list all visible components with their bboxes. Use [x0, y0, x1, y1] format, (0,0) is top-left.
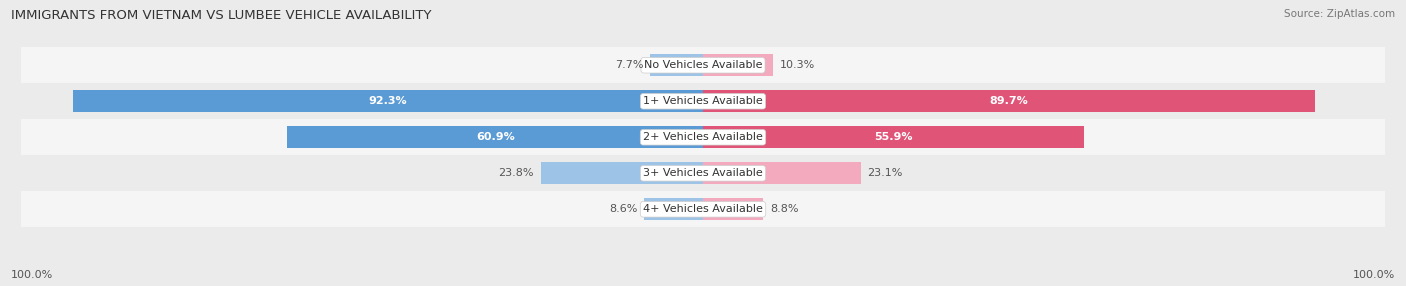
Text: 92.3%: 92.3% — [368, 96, 408, 106]
Bar — [703, 198, 763, 221]
Bar — [540, 162, 703, 184]
Bar — [21, 119, 1385, 155]
Text: 2+ Vehicles Available: 2+ Vehicles Available — [643, 132, 763, 142]
Text: 100.0%: 100.0% — [1353, 270, 1395, 280]
Text: 7.7%: 7.7% — [616, 60, 644, 70]
Text: 3+ Vehicles Available: 3+ Vehicles Available — [643, 168, 763, 178]
Bar — [21, 83, 1385, 119]
Text: 23.8%: 23.8% — [498, 168, 534, 178]
Bar — [651, 54, 703, 76]
Text: 55.9%: 55.9% — [875, 132, 912, 142]
Text: 1+ Vehicles Available: 1+ Vehicles Available — [643, 96, 763, 106]
Text: 60.9%: 60.9% — [475, 132, 515, 142]
Bar — [703, 126, 1084, 148]
Bar — [703, 162, 860, 184]
Text: 8.8%: 8.8% — [770, 204, 799, 214]
Text: 100.0%: 100.0% — [11, 270, 53, 280]
Text: No Vehicles Available: No Vehicles Available — [644, 60, 762, 70]
Bar — [703, 54, 773, 76]
Text: Source: ZipAtlas.com: Source: ZipAtlas.com — [1284, 9, 1395, 19]
Bar — [703, 90, 1315, 112]
Text: 10.3%: 10.3% — [780, 60, 815, 70]
Text: 23.1%: 23.1% — [868, 168, 903, 178]
Text: 4+ Vehicles Available: 4+ Vehicles Available — [643, 204, 763, 214]
Bar — [21, 47, 1385, 83]
Text: 89.7%: 89.7% — [990, 96, 1028, 106]
Bar — [21, 191, 1385, 227]
Bar — [21, 155, 1385, 191]
Text: 8.6%: 8.6% — [609, 204, 637, 214]
Bar — [73, 90, 703, 112]
Bar — [644, 198, 703, 221]
Text: IMMIGRANTS FROM VIETNAM VS LUMBEE VEHICLE AVAILABILITY: IMMIGRANTS FROM VIETNAM VS LUMBEE VEHICL… — [11, 9, 432, 21]
Bar — [287, 126, 703, 148]
